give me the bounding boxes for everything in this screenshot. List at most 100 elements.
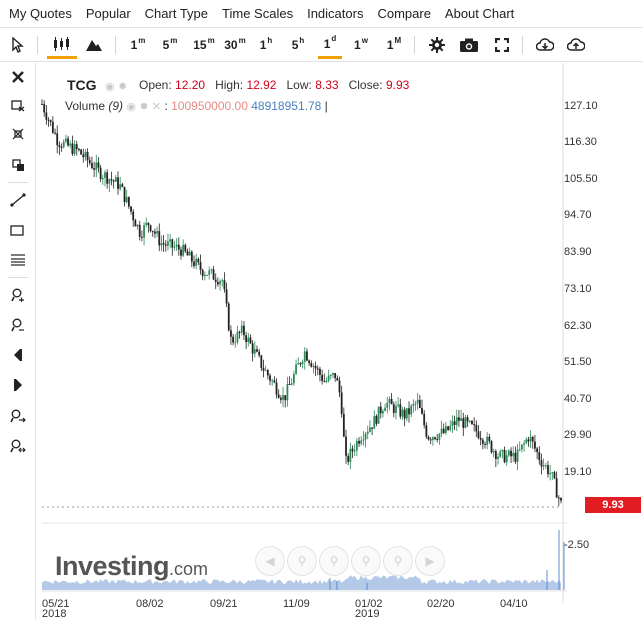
reset-zoom-button[interactable] [6,435,30,457]
cloud-download-icon [536,38,554,51]
candle-body [186,251,189,256]
candle-body [434,437,436,440]
scroll-left-button[interactable] [6,344,30,366]
menu-chart-type[interactable]: Chart Type [144,5,209,21]
zoom-in-nav-button[interactable]: ⚲ [287,546,317,576]
fullscreen-icon [495,38,509,52]
candle-body [466,417,469,422]
close-drawing-tools-button[interactable] [6,66,30,88]
snapshot-button[interactable] [458,31,480,59]
x-tick-label: 04/10 [500,598,528,610]
menu-about-chart[interactable]: About Chart [444,5,515,21]
candle-body [240,325,243,333]
candle-body [58,145,61,147]
close-icon[interactable]: ✕ [151,101,162,113]
candle-body [399,404,402,417]
candle-body [251,343,254,354]
mountain-area-icon [86,40,102,51]
candle-body [458,417,460,421]
candle-body [442,428,445,433]
zoom-out-nav-button[interactable]: ⚲ [351,546,381,576]
scroll-right-nav-button[interactable]: ▶ [415,546,445,576]
candle-body [371,427,373,429]
menu-my-quotes[interactable]: My Quotes [9,5,72,21]
menu-popular[interactable]: Popular [85,5,131,21]
candle-body [104,172,106,178]
candle-body [86,151,89,161]
zoom-in-icon [11,288,24,302]
menu-time-scales[interactable]: Time Scales [222,5,294,21]
delete-all-drawings-button[interactable] [6,123,30,145]
delete-all-icon [12,128,24,140]
timeframe-15m[interactable]: 15 m [193,35,215,53]
crosshair-nav-button[interactable]: ⚲ [319,546,349,576]
candle-body [540,460,543,467]
fibonacci-tool[interactable] [6,249,30,271]
download-button[interactable] [534,31,556,59]
candlestick-chart-button[interactable] [47,31,77,59]
rectangle-tool[interactable] [6,220,30,242]
candle-body [212,269,215,280]
candle-body [264,370,267,372]
trend-line-tool[interactable] [6,189,30,211]
candle-body [314,365,317,369]
menu-indicators[interactable]: Indicators [307,5,364,21]
menu-compare[interactable]: Compare [377,5,431,21]
fullscreen-button[interactable] [491,31,513,59]
upload-button[interactable] [565,31,587,59]
cursor-tool-button[interactable] [8,31,28,59]
candle-body [160,243,163,246]
candle-body [560,497,562,501]
arrow-right-icon: ▶ [425,554,435,568]
candle-body [206,274,208,276]
toolbar-separator [37,36,38,54]
legend-visibility-icons[interactable]: ◉ ✹ [105,79,127,93]
candle-body [256,349,258,352]
fibonacci-lines-icon [11,254,25,266]
candle-body [101,177,104,180]
price-chart[interactable] [37,63,643,620]
candle-body [219,281,221,285]
candle-body [149,225,152,231]
area-chart-button[interactable] [82,31,106,59]
clone-drawing-button[interactable] [6,154,30,176]
candle-body [188,251,191,256]
candle-body [405,408,408,419]
candle-body [336,378,339,381]
zoom-out-button[interactable] [6,314,30,336]
arrow-left-icon: ◀ [265,554,275,568]
candlestick-icon [54,36,69,51]
scroll-right-button[interactable] [6,374,30,396]
candle-body [284,395,287,401]
candle-body [108,179,111,184]
scroll-left-nav-button[interactable]: ◀ [255,546,285,576]
copy-icon [11,158,24,171]
candle-body [67,138,69,146]
candle-body [47,119,50,121]
candle-body [138,224,141,237]
candle-body [282,395,284,400]
reset-nav-button[interactable]: ⚲ [383,546,413,576]
eye-icon[interactable]: ◉ [126,101,136,113]
timeframe-30m[interactable]: 30 m [224,35,246,53]
zoom-in-button[interactable] [6,284,30,306]
crosshair-magnifier-button[interactable] [6,405,30,427]
candle-body [431,437,434,440]
candle-body [345,436,347,456]
gear-icon[interactable]: ✹ [139,101,149,113]
x-tick-label: 08/02 [136,598,164,610]
remove-drawing-button[interactable] [6,95,30,117]
candle-body [56,133,59,146]
chart-area[interactable]: TCG ◉ ✹ Open: 12.20 High: 12.92 Low: 8.3… [37,63,643,620]
candle-body [551,472,554,474]
settings-button[interactable] [426,31,448,59]
candle-body [410,405,413,415]
candle-body [503,449,506,463]
